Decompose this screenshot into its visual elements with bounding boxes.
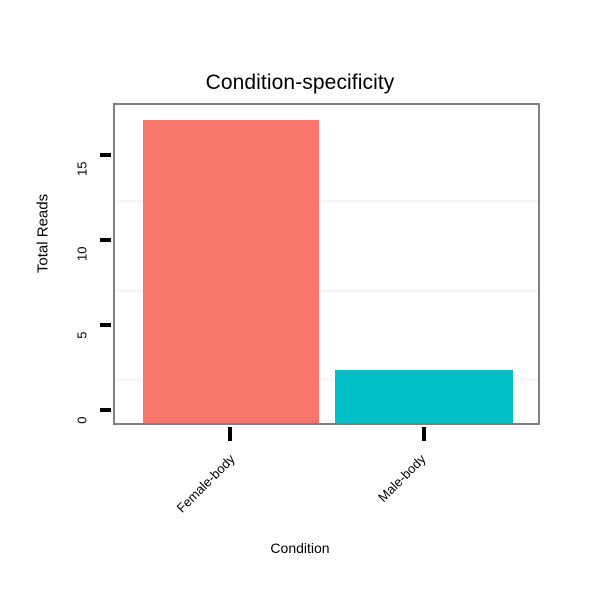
y-axis-title: Total Reads [34,193,52,274]
chart-title: Condition-specificity [205,71,395,94]
y-tick-label-10: 10 [74,246,90,261]
x-tick-label-male-body: Male-body [375,451,429,505]
y-tick-mark-0 [100,408,111,412]
y-tick-mark-15 [100,153,111,157]
gridline-minor-2_5 [115,378,538,382]
y-tick-label-15: 15 [74,161,90,176]
x-axis-title: Condition [270,540,330,556]
gridline-minor-7_5 [115,289,538,293]
plot-panel [113,103,540,425]
gridline-minor-12_5 [115,200,538,204]
panel-inner [115,105,538,423]
x-tick-mark-male-body [422,427,426,441]
y-tick-label-5: 5 [74,331,90,339]
y-tick-label-0: 0 [74,416,90,424]
bar-female-body[interactable] [143,120,319,423]
x-tick-mark-female-body [228,427,232,441]
y-tick-mark-5 [100,323,111,327]
x-tick-label-female-body: Female-body [173,451,238,516]
y-tick-mark-10 [100,238,111,242]
bar-male-body[interactable] [335,369,513,423]
